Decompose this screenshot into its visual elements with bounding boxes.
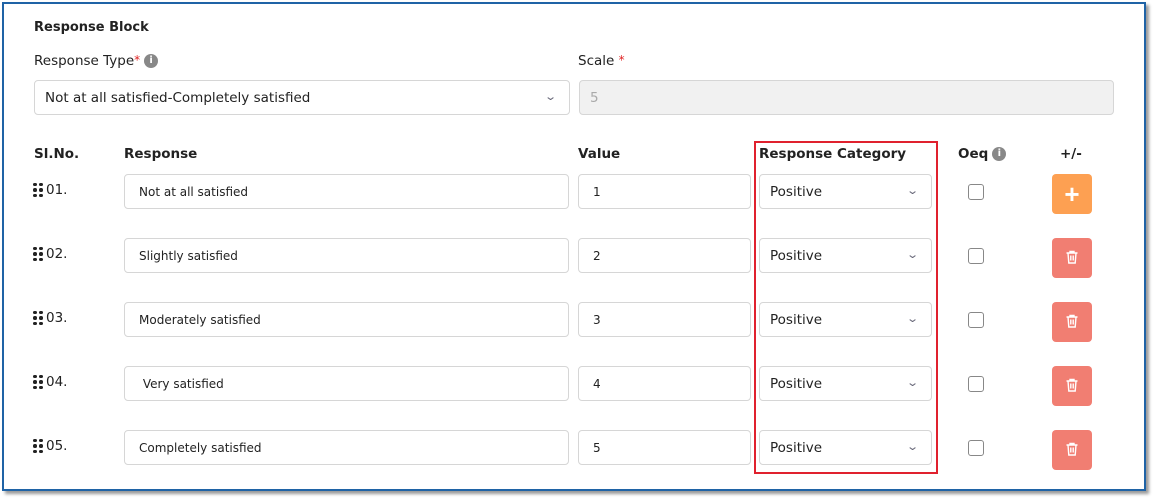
oeq-checkbox[interactable] [968,376,984,392]
info-icon[interactable]: i [144,54,159,68]
highlight-box [754,141,938,474]
response-category-select[interactable]: Positive ⌄ [759,174,932,209]
response-input[interactable]: Not at all satisfied [124,174,569,209]
header-oeq: Oeq i [958,146,1007,162]
drag-handle-icon[interactable] [33,438,43,454]
add-row-button[interactable]: + [1052,174,1092,214]
info-icon[interactable]: i [992,147,1007,161]
header-response-category: Response Category [759,146,907,162]
response-category-select[interactable]: Positive ⌄ [759,238,932,273]
value-input[interactable]: 5 [578,430,751,465]
section-title: Response Block [34,20,149,35]
chevron-down-icon: ⌄ [905,248,919,261]
value-input[interactable]: 3 [578,302,751,337]
row-sl: 05. [33,438,67,454]
trash-icon [1064,249,1080,268]
oeq-checkbox[interactable] [968,312,984,328]
delete-row-button[interactable] [1052,430,1092,470]
response-input[interactable]: Completely satisfied [124,430,569,465]
drag-handle-icon[interactable] [33,182,43,198]
value-input[interactable]: 2 [578,238,751,273]
oeq-checkbox[interactable] [968,184,984,200]
oeq-checkbox[interactable] [968,248,984,264]
header-value: Value [578,146,621,162]
response-type-select[interactable]: Not at all satisfied-Completely satisfie… [34,80,570,115]
scale-label: Scale * [578,53,625,69]
drag-handle-icon[interactable] [33,374,43,390]
value-input[interactable]: 4 [578,366,751,401]
trash-icon [1064,313,1080,332]
chevron-down-icon: ⌄ [905,376,919,389]
drag-handle-icon[interactable] [33,310,43,326]
drag-handle-icon[interactable] [33,246,43,262]
response-category-select[interactable]: Positive ⌄ [759,302,932,337]
scale-input[interactable]: 5 [579,80,1114,115]
header-sl-no: Sl.No. [34,146,80,162]
chevron-down-icon: ⌄ [543,90,557,103]
trash-icon [1064,377,1080,396]
value-input[interactable]: 1 [578,174,751,209]
chevron-down-icon: ⌄ [905,440,919,453]
response-type-label: Response Type* i [34,53,159,69]
row-sl: 01. [33,182,67,198]
row-sl: 02. [33,246,67,262]
response-input[interactable]: Very satisfied [124,366,569,401]
chevron-down-icon: ⌄ [905,312,919,325]
delete-row-button[interactable] [1052,238,1092,278]
response-category-select[interactable]: Positive ⌄ [759,366,932,401]
row-sl: 04. [33,374,67,390]
header-response: Response [124,146,198,162]
chevron-down-icon: ⌄ [905,184,919,197]
plus-icon: + [1064,178,1080,209]
response-input[interactable]: Moderately satisfied [124,302,569,337]
row-sl: 03. [33,310,67,326]
response-input[interactable]: Slightly satisfied [124,238,569,273]
response-category-select[interactable]: Positive ⌄ [759,430,932,465]
oeq-checkbox[interactable] [968,440,984,456]
trash-icon [1064,441,1080,460]
header-plus-minus: +/- [1060,146,1082,162]
delete-row-button[interactable] [1052,302,1092,342]
delete-row-button[interactable] [1052,366,1092,406]
